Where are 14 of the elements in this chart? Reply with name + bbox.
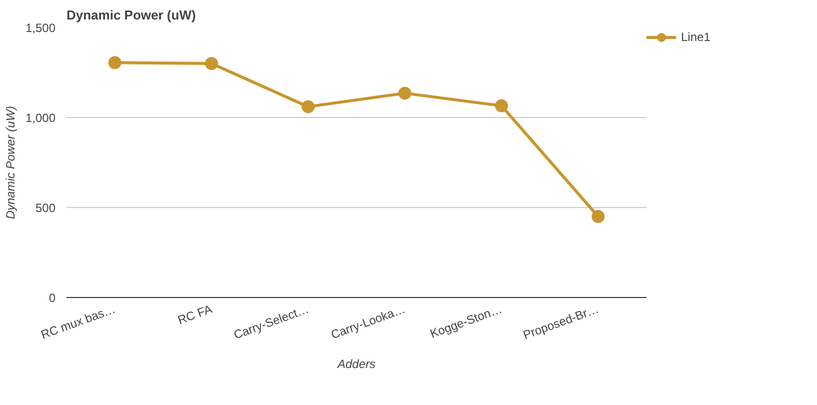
legend-label: Line1: [681, 30, 712, 44]
y-axis-title: Dynamic Power (uW): [3, 106, 18, 220]
x-tick-label: RC FA: [176, 302, 214, 328]
y-tick-label: 500: [35, 201, 56, 215]
x-axis-title: Adders: [336, 356, 376, 371]
y-tick-label: 1,000: [25, 111, 56, 125]
point: [205, 57, 218, 70]
point: [592, 210, 605, 223]
chart-title: Dynamic Power (uW): [66, 8, 196, 22]
point: [302, 100, 315, 114]
y-tick-label: 1,500: [25, 21, 56, 35]
point: [108, 56, 122, 70]
point: [398, 86, 412, 100]
point: [495, 99, 508, 112]
